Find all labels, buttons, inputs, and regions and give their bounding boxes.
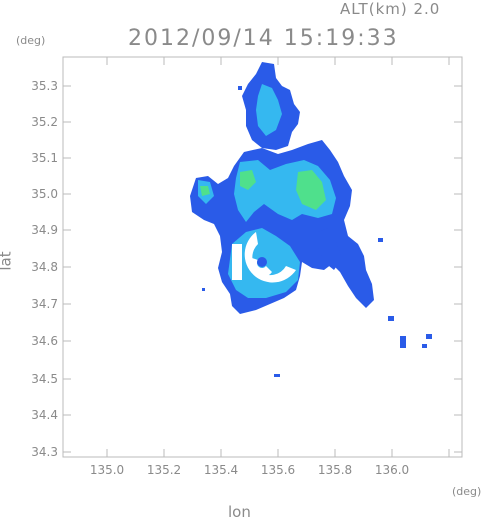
y-tick-label: 34.7 xyxy=(31,297,58,311)
x-tick-labels: 135.0 135.2 135.4 135.6 135.8 136.0 xyxy=(90,463,409,477)
plot-frame xyxy=(62,56,463,458)
y-tick-label: 34.6 xyxy=(31,334,58,348)
y-axis-unit: (deg) xyxy=(16,34,46,47)
x-tick-label: 135.4 xyxy=(204,463,238,477)
echo-speck xyxy=(378,238,383,242)
echo-speck xyxy=(238,86,242,90)
echo-speck xyxy=(426,334,432,339)
echo-center-blob xyxy=(257,257,267,267)
y-tick-label: 34.9 xyxy=(31,223,58,237)
echo-speck xyxy=(388,316,394,321)
y-tick-label: 35.2 xyxy=(31,115,58,129)
echo-speck xyxy=(422,344,427,348)
radar-echo-field xyxy=(190,62,432,377)
y-tick-label: 34.3 xyxy=(31,445,58,459)
x-tick-label: 135.0 xyxy=(90,463,124,477)
echo-speck xyxy=(400,336,406,348)
y-tick-label: 35.3 xyxy=(31,79,58,93)
y-tick-label: 34.4 xyxy=(31,408,58,422)
x-tick-label: 136.0 xyxy=(375,463,409,477)
radar-hole-bar xyxy=(232,244,242,280)
y-tick-label: 35.1 xyxy=(31,151,58,165)
y-tick-labels: 35.3 35.2 35.1 35.0 34.9 34.8 34.7 34.6 … xyxy=(31,79,58,459)
echo-east-tail xyxy=(318,228,342,270)
echo-cell-north-core xyxy=(256,84,282,136)
y-axis-ticks xyxy=(63,85,462,453)
y-tick-label: 34.8 xyxy=(31,260,58,274)
x-tick-label: 135.6 xyxy=(261,463,295,477)
echo-main-high-b xyxy=(240,170,256,190)
y-tick-label: 35.0 xyxy=(31,187,58,201)
x-tick-label: 135.8 xyxy=(318,463,352,477)
x-axis-ticks xyxy=(106,57,450,457)
echo-west-lobe-core xyxy=(200,186,210,196)
x-axis-label: lon xyxy=(228,503,251,521)
x-tick-label: 135.2 xyxy=(147,463,181,477)
echo-main-high-a xyxy=(296,170,326,210)
timestamp-title: 2012/09/14 15:19:33 xyxy=(128,26,399,51)
y-tick-label: 34.5 xyxy=(31,372,58,386)
x-axis-unit: (deg) xyxy=(452,485,482,498)
echo-speck xyxy=(274,374,280,377)
radar-hole-center xyxy=(249,258,272,278)
echo-speck xyxy=(202,288,205,291)
altitude-label: ALT(km) 2.0 xyxy=(340,0,441,18)
